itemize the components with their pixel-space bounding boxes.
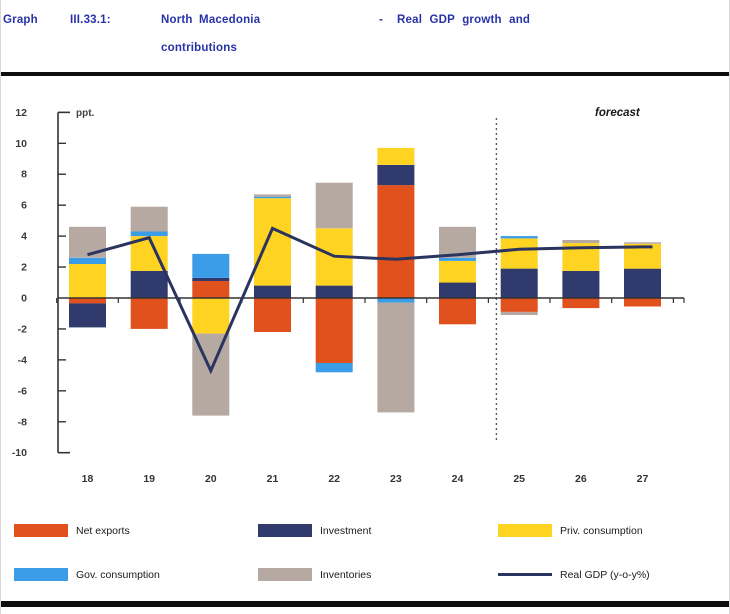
bar-segment bbox=[500, 238, 538, 269]
header-divider-rule bbox=[1, 72, 729, 76]
graph-title-line2: contributions bbox=[161, 42, 238, 54]
y-tick-label: -8 bbox=[18, 416, 27, 428]
bar-segment bbox=[69, 257, 106, 264]
bar-segment bbox=[192, 298, 230, 334]
bar-segment bbox=[254, 285, 291, 298]
bar-segment bbox=[500, 311, 538, 315]
bar-segment bbox=[254, 198, 291, 286]
graph-kicker: Graph bbox=[3, 14, 38, 26]
graph-title-dash: - bbox=[379, 14, 384, 26]
y-tick-label: 6 bbox=[21, 200, 27, 212]
x-tick-label: 27 bbox=[637, 473, 649, 485]
forecast-label: forecast bbox=[595, 107, 641, 119]
y-tick-label: 0 bbox=[21, 293, 27, 305]
bar-segment bbox=[69, 264, 106, 298]
bar-segment bbox=[192, 253, 230, 278]
bar-segment bbox=[624, 242, 661, 244]
bar-segment bbox=[254, 298, 291, 332]
legend-item-investment: Investment bbox=[258, 524, 371, 537]
bar-segment bbox=[500, 298, 538, 312]
y-tick-label: 4 bbox=[21, 231, 27, 243]
bar-segment bbox=[69, 298, 106, 304]
bar-segment bbox=[439, 298, 476, 325]
bar-segment bbox=[315, 363, 353, 373]
y-tick-label: 10 bbox=[15, 138, 27, 150]
bar-segment bbox=[254, 196, 291, 199]
bar-segment bbox=[254, 194, 291, 197]
x-tick-label: 18 bbox=[82, 473, 94, 485]
bar-segment bbox=[69, 226, 106, 258]
legend-item-real-gdp: Real GDP (y-o-y%) bbox=[498, 568, 650, 581]
bar-segment bbox=[192, 281, 230, 298]
bar-segment bbox=[377, 298, 415, 303]
legend-label: Net exports bbox=[76, 524, 130, 537]
x-tick-label: 23 bbox=[390, 473, 402, 485]
bar-segment bbox=[562, 270, 600, 298]
bar-segment bbox=[500, 268, 538, 298]
real-gdp-line bbox=[87, 226, 653, 375]
x-tick-label: 22 bbox=[328, 473, 340, 485]
bar-segment bbox=[192, 277, 230, 281]
unit-label: ppt. bbox=[76, 108, 95, 119]
y-tick-label: -2 bbox=[18, 323, 27, 335]
priv-consumption-swatch bbox=[498, 524, 552, 537]
bar-segment bbox=[315, 285, 353, 298]
y-tick-label: -10 bbox=[12, 447, 27, 459]
net-exports-swatch bbox=[14, 524, 68, 537]
bar-segment bbox=[130, 298, 168, 329]
x-tick-label: 26 bbox=[575, 473, 587, 485]
legend-item-net-exports: Net exports bbox=[14, 524, 130, 537]
bar-segment bbox=[500, 236, 538, 239]
bar-segment bbox=[315, 298, 353, 363]
bar-segment bbox=[377, 165, 415, 186]
bar-segment bbox=[562, 298, 600, 309]
bottom-rule bbox=[1, 601, 729, 607]
bar-segment bbox=[562, 240, 600, 244]
bar-segment bbox=[130, 231, 168, 237]
legend-label: Investment bbox=[320, 524, 372, 537]
x-tick-label: 20 bbox=[205, 473, 217, 485]
graph-title-country: North Macedonia bbox=[161, 14, 261, 26]
bar-segment bbox=[624, 268, 661, 298]
bar-segment bbox=[439, 282, 476, 298]
x-tick-label: 24 bbox=[452, 473, 464, 485]
x-tick-label: 25 bbox=[513, 473, 525, 485]
y-tick-label: 12 bbox=[15, 107, 27, 119]
bar-segment bbox=[624, 298, 661, 307]
bar-segment bbox=[377, 302, 415, 413]
x-tick-label: 21 bbox=[267, 473, 279, 485]
legend-label: Real GDP (y-o-y%) bbox=[560, 568, 650, 581]
real-gdp-line-swatch bbox=[498, 568, 552, 581]
bar-segment bbox=[130, 270, 168, 298]
bar-segment bbox=[130, 206, 168, 232]
y-tick-label: -6 bbox=[18, 385, 27, 397]
gov-consumption-swatch bbox=[14, 568, 68, 581]
bar-segment bbox=[315, 182, 353, 229]
legend-label: Gov. consumption bbox=[76, 568, 160, 581]
graph-title-subject: Real GDP growth and bbox=[397, 14, 531, 26]
bar-segment bbox=[439, 257, 476, 261]
bar-segment bbox=[69, 303, 106, 328]
bar-segment bbox=[377, 185, 415, 298]
y-tick-label: 8 bbox=[21, 169, 27, 181]
legend-item-gov-consumption: Gov. consumption bbox=[14, 568, 160, 581]
y-tick-label: -4 bbox=[18, 354, 27, 366]
y-tick-label: 2 bbox=[21, 262, 27, 274]
legend-item-priv-consumption: Priv. consumption bbox=[498, 524, 643, 537]
bar-segment bbox=[377, 147, 415, 165]
x-tick-label: 19 bbox=[143, 473, 155, 485]
bar-segment bbox=[439, 260, 476, 283]
legend-item-inventories: Inventories bbox=[258, 568, 371, 581]
legend-label: Inventories bbox=[320, 568, 372, 581]
inventories-swatch bbox=[258, 568, 312, 581]
legend-label: Priv. consumption bbox=[560, 524, 643, 537]
investment-swatch bbox=[258, 524, 312, 537]
graph-number: III.33.1: bbox=[70, 14, 111, 26]
